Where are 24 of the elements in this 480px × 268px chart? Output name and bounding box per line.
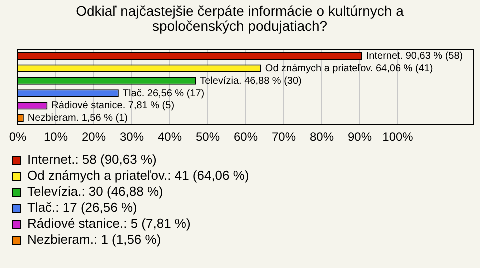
data-label: Nezbieram. 1,56 % (1): [28, 113, 128, 124]
x-tick-label: 30%: [120, 130, 144, 144]
legend-label: Televízia.: 30 (46,88 %): [28, 184, 164, 200]
x-tick-label: 20%: [82, 130, 106, 144]
x-tick-label: 80%: [310, 130, 334, 144]
chart-title: Odkiaľ najčastejšie čerpáte informácie o kultúrnych a spoločenských podujatiach?: [75, 2, 405, 36]
data-label: Internet. 90,63 % (58): [366, 50, 464, 62]
legend-label: Internet.: 58 (90,63 %): [28, 152, 157, 168]
data-label: Tlač. 26,56 % (17): [122, 88, 205, 100]
legend-label: Od známych a priateľov.: 41 (64,06 %): [28, 168, 250, 184]
x-tick-label: 70%: [272, 130, 296, 144]
data-label: Televízia. 46,88 % (30): [200, 76, 302, 87]
legend-label: Nezbieram.: 1 (1,56 %): [28, 232, 162, 248]
x-tick-label: 50%: [196, 130, 220, 144]
x-tick-label: 40%: [158, 130, 182, 144]
x-tick-label: 100%: [382, 130, 414, 144]
data-label: Od známych a priateľov. 64,06 % (41): [265, 63, 434, 74]
x-tick-label: 90%: [348, 130, 372, 144]
legend-label: Tlač.: 17 (26,56 %): [28, 200, 138, 216]
x-tick-label: 0%: [9, 130, 27, 144]
data-label: Rádiové stanice. 7,81 % (5): [52, 100, 175, 112]
x-tick-label: 10%: [44, 130, 68, 144]
legend-label: Rádiové stanice.: 5 (7,81 %): [28, 216, 191, 232]
x-tick-label: 60%: [234, 130, 258, 144]
